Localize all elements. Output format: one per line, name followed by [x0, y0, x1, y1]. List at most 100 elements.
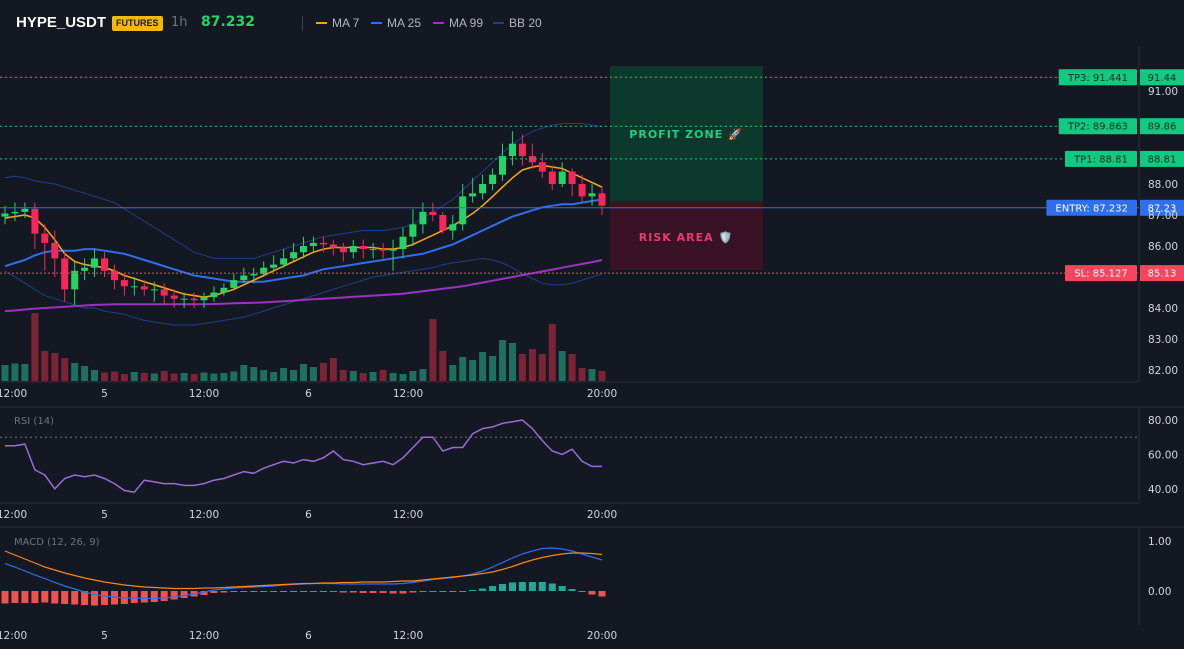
candle-body[interactable] — [309, 242, 317, 246]
candle-body[interactable] — [140, 286, 148, 290]
candle-body[interactable] — [339, 247, 347, 253]
candle-body[interactable] — [429, 211, 437, 215]
candle-body[interactable] — [449, 224, 457, 231]
macd-pane[interactable] — [1, 547, 606, 606]
candle-body[interactable] — [489, 174, 497, 184]
candle-body[interactable] — [111, 270, 118, 281]
candle-body[interactable] — [538, 162, 546, 172]
candle-body[interactable] — [190, 298, 198, 301]
volume-bar — [419, 369, 427, 381]
candle-body[interactable] — [21, 208, 29, 212]
candle-body[interactable] — [180, 298, 188, 300]
candle-body[interactable] — [61, 258, 69, 290]
candle-body[interactable] — [518, 143, 526, 157]
candle-body[interactable] — [548, 171, 556, 184]
candle-body[interactable] — [290, 252, 298, 259]
candle-body[interactable] — [359, 246, 367, 250]
candle-body[interactable] — [1, 213, 9, 217]
candle-body[interactable] — [130, 286, 138, 288]
symbol-name[interactable]: HYPE_USDT — [16, 14, 107, 31]
candle-body[interactable] — [240, 275, 248, 281]
candle-body[interactable] — [409, 224, 417, 237]
candle-body[interactable] — [210, 292, 218, 298]
header-divider — [302, 16, 303, 31]
candle-body[interactable] — [300, 246, 307, 253]
macd-histogram-bar — [230, 591, 238, 592]
candle-body[interactable] — [379, 249, 387, 251]
candle-body[interactable] — [459, 196, 467, 225]
candle-body[interactable] — [558, 171, 566, 184]
macd-histogram-bar — [429, 591, 437, 592]
candle-body[interactable] — [509, 143, 516, 157]
candle-body[interactable] — [528, 156, 536, 163]
candle-body[interactable] — [499, 156, 506, 175]
time-tick-label: 5 — [101, 388, 108, 400]
sl-label-bg[interactable] — [1065, 265, 1137, 282]
entry-label[interactable]: ENTRY: 87.232 — [1055, 203, 1128, 214]
legend-ma25[interactable]: MA 25 — [371, 16, 421, 30]
legend-ma7[interactable]: MA 7 — [316, 16, 359, 30]
candle-body[interactable] — [250, 273, 258, 276]
candle-body[interactable] — [101, 258, 108, 271]
time-tick-label: 20:00 — [587, 509, 617, 521]
tp2-label[interactable]: TP2: 89.863 — [1067, 122, 1128, 133]
candle-body[interactable] — [578, 184, 586, 197]
price-axis[interactable]: 91.00 88.00 87.00 86.00 84.00 83.00 82.00 — [1148, 86, 1178, 377]
tp1-axis-tag — [1140, 150, 1184, 167]
candle-body[interactable] — [439, 215, 447, 231]
tp1-label[interactable]: TP1: 88.81 — [1073, 154, 1128, 165]
candle-body[interactable] — [329, 244, 337, 248]
candle-body[interactable] — [399, 236, 407, 250]
legend-ma99[interactable]: MA 99 — [433, 16, 483, 30]
candle-body[interactable] — [469, 193, 477, 197]
candle-body[interactable] — [369, 249, 377, 251]
candle-body[interactable] — [220, 287, 228, 293]
volume-bar — [469, 360, 477, 381]
candle-body[interactable] — [91, 258, 98, 268]
tp2-label-bg[interactable] — [1058, 118, 1137, 135]
time-tick-label: 12:00 — [0, 509, 27, 521]
candle-body[interactable] — [349, 246, 357, 253]
candle-body[interactable] — [31, 208, 39, 234]
legend-bb20[interactable]: BB 20 — [493, 16, 542, 30]
volume-bar — [111, 371, 118, 381]
candle-body[interactable] — [160, 289, 168, 296]
candle-body[interactable] — [11, 211, 19, 214]
time-tick-label: 12:00 — [393, 630, 423, 642]
candlesticks[interactable] — [1, 131, 606, 308]
candle-body[interactable] — [41, 233, 49, 243]
candle-body[interactable] — [51, 242, 59, 259]
trade-levels[interactable]: TP3: 91.441 91.44 TP2: 89.863 89.86 TP1: 88.… — [0, 69, 1184, 282]
candle-body[interactable] — [419, 211, 427, 225]
candle-body[interactable] — [280, 258, 288, 265]
candle-body[interactable] — [389, 249, 397, 251]
time-axes[interactable]: 12:00 5 12:00 6 12:00 20:00 12:00 5 12:00 6 12:00 2… — [0, 388, 617, 642]
rsi-pane[interactable] — [0, 419, 1139, 494]
rsi-axis: 80.00 60.00 40.00 — [1148, 415, 1178, 496]
candle-body[interactable] — [319, 242, 327, 245]
candle-body[interactable] — [270, 264, 278, 268]
candle-body[interactable] — [479, 184, 487, 194]
candle-body[interactable] — [260, 267, 268, 274]
candle-body[interactable] — [588, 193, 596, 197]
price-tick-label: 87.00 — [1148, 210, 1178, 222]
macd-histogram-bar — [568, 589, 576, 591]
macd-title: MACD (12, 26, 9) — [14, 537, 100, 548]
candle-body[interactable] — [81, 267, 89, 271]
candle-body[interactable] — [170, 295, 178, 299]
tp3-label[interactable]: TP3: 91.441 — [1067, 73, 1128, 84]
candle-body[interactable] — [120, 280, 128, 287]
candle-body[interactable] — [568, 171, 576, 184]
tp3-label-bg[interactable] — [1058, 69, 1137, 86]
candle-body[interactable] — [71, 270, 79, 290]
tp1-label-bg[interactable] — [1065, 150, 1137, 167]
candle-body[interactable] — [200, 297, 208, 301]
candle-body[interactable] — [150, 289, 158, 291]
sl-label[interactable]: SL: 85.127 — [1074, 269, 1127, 280]
timeframe-label[interactable]: 1h — [171, 15, 188, 30]
price-tick-label: 91.00 — [1148, 86, 1178, 98]
candle-body[interactable] — [598, 193, 606, 206]
entry-label-bg[interactable] — [1046, 199, 1137, 216]
candle-body[interactable] — [230, 280, 238, 288]
